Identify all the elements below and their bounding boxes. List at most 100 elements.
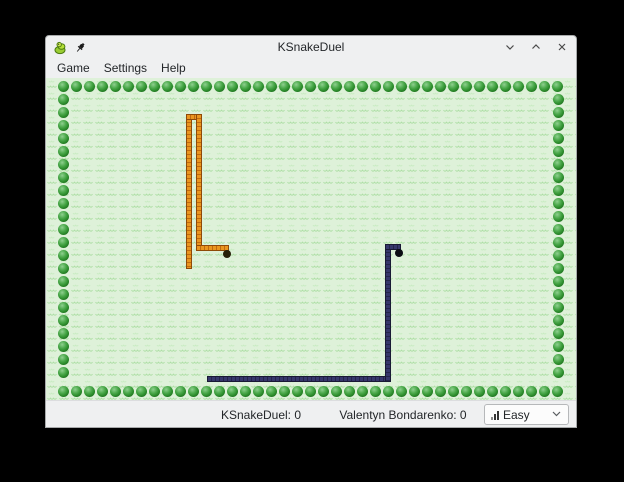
snake-orange-ksnakeduel-head — [223, 250, 231, 258]
border-gem — [58, 224, 69, 235]
border-gem — [136, 81, 147, 92]
border-gem — [357, 386, 368, 397]
border-gem — [279, 81, 290, 92]
border-gem — [58, 198, 69, 209]
difficulty-bars-icon — [491, 410, 499, 420]
border-gem — [188, 81, 199, 92]
border-gem — [253, 81, 264, 92]
border-gem — [214, 81, 225, 92]
border-gem — [409, 81, 420, 92]
score-player2: Valentyn Bondarenko: 0 — [339, 408, 467, 422]
border-gem — [552, 81, 563, 92]
maximize-button[interactable] — [528, 39, 544, 55]
border-gem — [553, 198, 564, 209]
border-gem — [266, 386, 277, 397]
difficulty-value: Easy — [503, 407, 530, 422]
border-gem — [240, 81, 251, 92]
border-gem — [553, 120, 564, 131]
border-gem — [110, 81, 121, 92]
border-gem — [58, 107, 69, 118]
border-gem — [227, 81, 238, 92]
border-gem — [331, 386, 342, 397]
menu-help[interactable]: Help — [161, 61, 186, 75]
snake-blue-valentyn-head — [395, 249, 403, 257]
border-gem — [58, 386, 69, 397]
border-gem — [110, 386, 121, 397]
border-gem — [188, 386, 199, 397]
border-gem — [58, 133, 69, 144]
border-gem — [553, 250, 564, 261]
close-button[interactable] — [554, 39, 570, 55]
border-gem — [461, 386, 472, 397]
border-gem — [448, 386, 459, 397]
minimize-button[interactable] — [502, 39, 518, 55]
border-gem — [435, 386, 446, 397]
border-gem — [58, 185, 69, 196]
difficulty-select[interactable]: Easy — [484, 404, 569, 425]
border-gem — [58, 354, 69, 365]
border-gem — [58, 289, 69, 300]
ksnakeduel-window: KSnakeDuel Game Settings Help — [45, 35, 577, 428]
border-gem — [227, 386, 238, 397]
border-gem — [370, 386, 381, 397]
border-gem — [526, 386, 537, 397]
app-icon — [52, 39, 68, 55]
statusbar: KSnakeDuel: 0 Valentyn Bondarenko: 0 Eas… — [46, 400, 576, 427]
border-gem — [58, 120, 69, 131]
border-gem — [175, 81, 186, 92]
border-gem — [149, 81, 160, 92]
border-gem — [58, 302, 69, 313]
snake-orange-ksnakeduel-segment — [186, 114, 192, 269]
border-gem — [500, 81, 511, 92]
border-gem — [318, 386, 329, 397]
menu-settings[interactable]: Settings — [103, 61, 148, 75]
pin-icon[interactable] — [72, 39, 88, 55]
menu-game[interactable]: Game — [57, 61, 90, 75]
border-gem — [553, 367, 564, 378]
border-gem — [357, 81, 368, 92]
border-gem — [526, 81, 537, 92]
field-pattern — [46, 78, 576, 400]
border-gem — [474, 386, 485, 397]
snake-blue-valentyn-segment — [385, 244, 401, 250]
border-gem — [84, 81, 95, 92]
border-gem — [553, 133, 564, 144]
border-gem — [553, 328, 564, 339]
border-gem — [71, 386, 82, 397]
border-gem — [552, 386, 563, 397]
snake-blue-valentyn-segment — [207, 376, 391, 382]
border-gem — [553, 237, 564, 248]
border-gem — [553, 315, 564, 326]
border-gem — [500, 386, 511, 397]
border-gem — [58, 146, 69, 157]
border-gem — [553, 107, 564, 118]
border-gem — [58, 341, 69, 352]
border-gem — [240, 386, 251, 397]
border-gem — [396, 81, 407, 92]
border-gem — [396, 386, 407, 397]
window-title: KSnakeDuel — [277, 40, 345, 54]
titlebar[interactable]: KSnakeDuel — [46, 36, 576, 58]
border-gem — [201, 386, 212, 397]
border-gem — [84, 386, 95, 397]
menubar: Game Settings Help — [46, 58, 576, 78]
border-gem — [71, 81, 82, 92]
game-canvas — [46, 78, 576, 400]
border-gem — [331, 81, 342, 92]
border-gem — [553, 289, 564, 300]
border-gem — [553, 172, 564, 183]
border-gem — [383, 386, 394, 397]
border-gem — [553, 224, 564, 235]
border-gem — [487, 81, 498, 92]
border-gem — [58, 237, 69, 248]
border-gem — [344, 386, 355, 397]
border-gem — [318, 81, 329, 92]
border-gem — [553, 354, 564, 365]
border-gem — [266, 81, 277, 92]
border-gem — [58, 315, 69, 326]
border-gem — [383, 81, 394, 92]
border-gem — [370, 81, 381, 92]
border-gem — [553, 94, 564, 105]
border-gem — [553, 263, 564, 274]
border-gem — [97, 81, 108, 92]
